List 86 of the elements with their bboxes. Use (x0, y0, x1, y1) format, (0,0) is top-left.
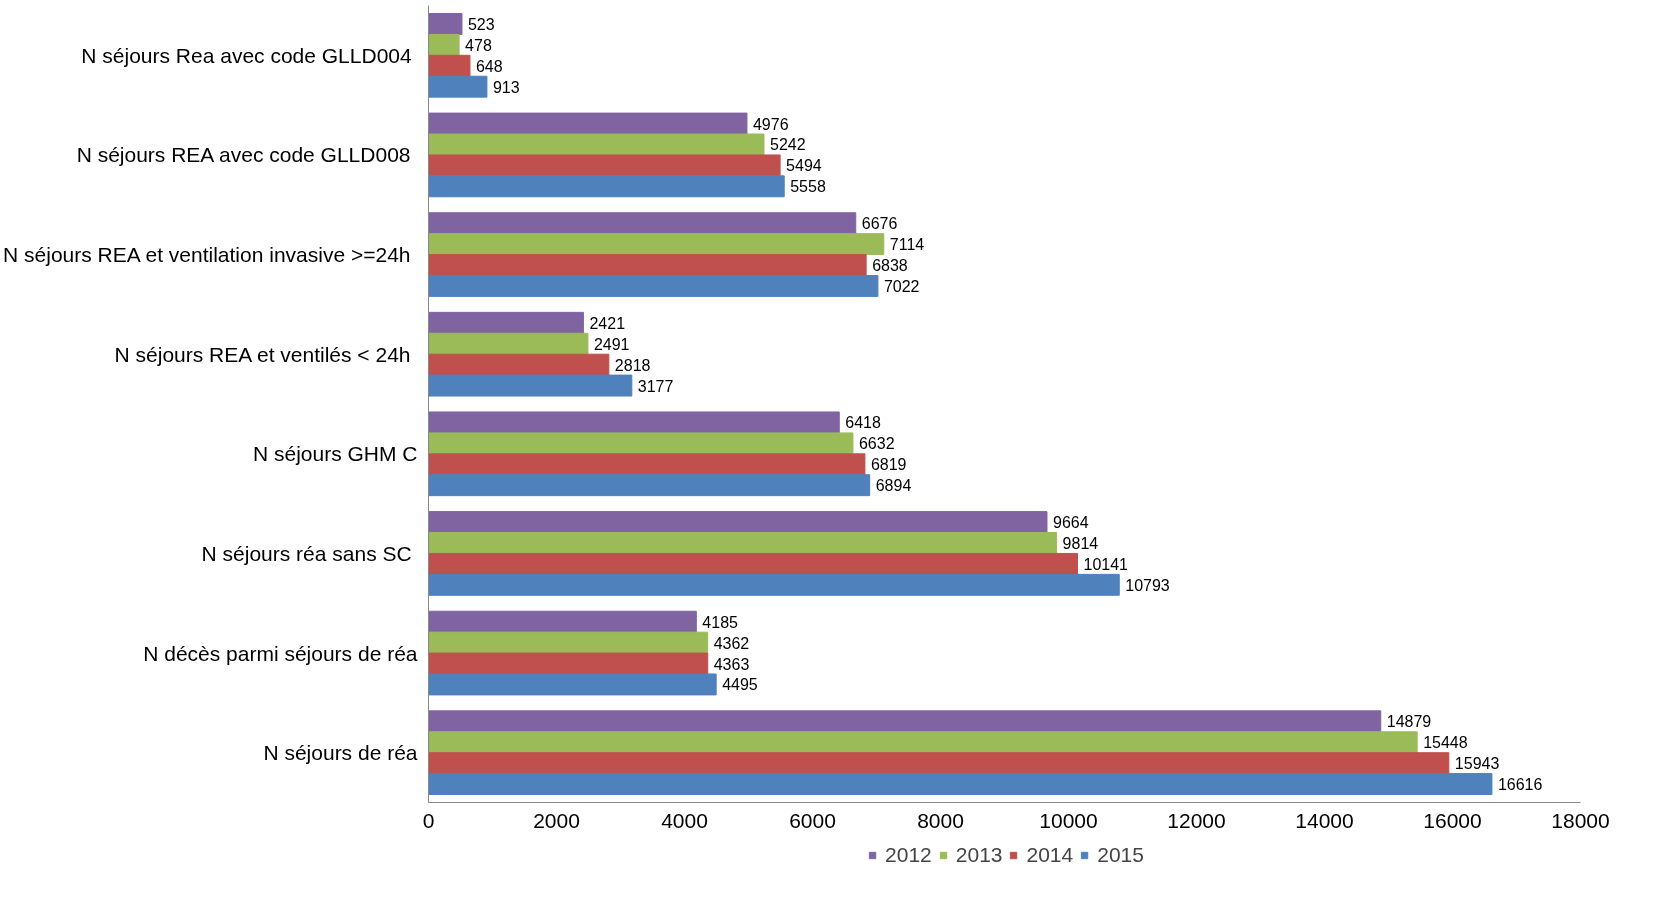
y-tick-label: N séjours REA et ventilés < 24h (114, 342, 411, 366)
data-label: 523 (467, 15, 495, 33)
x-tick-label: 0 (422, 808, 435, 832)
data-label: 9814 (1062, 534, 1099, 552)
bar (428, 133, 765, 156)
x-tick-label: 8000 (917, 808, 964, 832)
bar (428, 75, 488, 98)
bar (428, 673, 717, 696)
bar (428, 710, 1382, 733)
bar (428, 652, 709, 675)
bar (428, 353, 610, 376)
data-label: 648 (475, 57, 503, 75)
data-label: 6894 (875, 477, 912, 495)
data-label: 6676 (861, 215, 898, 233)
data-label: 14879 (1386, 713, 1432, 731)
y-tick-label: N décès parmi séjours de réa (143, 641, 418, 665)
data-label: 6819 (870, 456, 907, 474)
bar (428, 453, 866, 476)
data-label: 2421 (589, 314, 626, 332)
bar (428, 532, 1058, 554)
x-tick-label: 14000 (1295, 808, 1354, 832)
bar (428, 552, 1079, 575)
data-label: 4976 (752, 115, 789, 133)
bar (428, 474, 871, 497)
data-label: 15448 (1423, 734, 1468, 752)
legend-label: 2012 (885, 843, 932, 867)
data-label: 10141 (1083, 555, 1129, 573)
data-label: 4363 (713, 655, 750, 673)
y-tick-label: N séjours Rea avec code GLLD004 (81, 43, 412, 67)
x-tick-label: 12000 (1167, 808, 1226, 832)
bar (428, 731, 1418, 754)
y-tick-label: N séjours REA avec code GLLD008 (76, 143, 411, 167)
bar (428, 54, 471, 77)
data-label: 4185 (702, 613, 739, 631)
bar (428, 311, 584, 334)
bar (428, 752, 1450, 775)
bar (428, 12, 463, 35)
data-label: 4362 (713, 634, 750, 652)
bar (428, 631, 709, 654)
bar (428, 212, 857, 235)
data-label: 15943 (1454, 755, 1500, 773)
data-label: 7022 (883, 277, 920, 295)
data-label: 7114 (889, 236, 925, 254)
x-tick-label: 18000 (1551, 808, 1610, 832)
bar (428, 175, 785, 198)
x-tick-label: 6000 (789, 808, 836, 832)
bar (428, 332, 589, 355)
data-label: 6838 (872, 257, 908, 275)
data-label: 5558 (790, 178, 826, 196)
data-label: 10793 (1125, 576, 1170, 594)
y-tick-label: N séjours réa sans SC (201, 541, 412, 565)
data-label: 9664 (1053, 514, 1089, 532)
bar (428, 233, 885, 256)
bar (428, 610, 697, 633)
data-label: 5242 (769, 136, 806, 154)
bar (428, 573, 1120, 596)
x-tick-label: 16000 (1423, 808, 1482, 832)
x-tick-label: 2000 (533, 808, 580, 832)
data-label: 6418 (845, 414, 881, 432)
bar (428, 411, 840, 434)
data-label: 16616 (1497, 776, 1543, 794)
data-label: 2491 (593, 335, 630, 353)
data-label: 478 (465, 36, 492, 54)
x-tick-label: 4000 (661, 808, 708, 832)
bar (428, 773, 1493, 796)
y-tick-label: N séjours GHM C (252, 442, 418, 466)
x-tick-label: 10000 (1039, 808, 1098, 832)
data-label: 6632 (858, 435, 895, 453)
y-tick-label: N séjours REA et ventilation invasive >=24h (3, 243, 411, 267)
bar (428, 33, 460, 56)
bar (428, 374, 633, 397)
bar (428, 112, 748, 135)
y-tick-label: N séjours de réa (263, 741, 418, 765)
bar (428, 432, 854, 455)
bar (428, 254, 867, 276)
data-label: 4495 (722, 676, 758, 694)
data-label: 5494 (786, 157, 822, 175)
data-label: 3177 (637, 377, 674, 395)
data-label: 913 (492, 78, 520, 96)
legend-label: 2015 (1097, 843, 1144, 867)
bar (428, 511, 1048, 534)
bar (428, 154, 781, 177)
legend-label: 2013 (955, 843, 1003, 867)
legend-label: 2014 (1026, 843, 1074, 867)
bar (428, 274, 879, 297)
data-label: 2818 (614, 356, 651, 374)
